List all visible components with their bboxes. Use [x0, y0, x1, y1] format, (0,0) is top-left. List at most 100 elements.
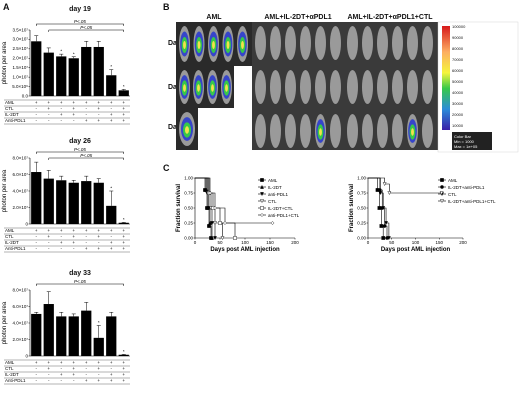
bar	[56, 316, 67, 356]
mouse-silhouette	[347, 26, 358, 60]
signal-blob	[226, 41, 230, 49]
x-tick-label: 200	[459, 240, 467, 245]
panel-b-letter: B	[163, 2, 170, 12]
bar-chart-title: day 19	[69, 6, 91, 13]
y-tick-label: 1.00	[357, 176, 366, 181]
bar	[81, 181, 92, 224]
condition-cell: +	[85, 378, 88, 383]
color-bar: 100000 90000 80000 70000 60000 50000 40000 3000…	[437, 21, 519, 153]
data-point	[208, 191, 212, 195]
x-tick-label: 50	[389, 240, 395, 245]
condition-cell: +	[47, 360, 50, 365]
condition-cell: +	[97, 106, 100, 111]
condition-cell: +	[72, 228, 75, 233]
condition-cell: -	[98, 240, 100, 245]
column-header-il2dt-apdl1-ctl: AML+IL-2DT+αPDL1+CTL	[347, 14, 433, 21]
mouse-silhouette	[255, 70, 266, 104]
signal-blob	[183, 41, 186, 49]
data-point	[210, 235, 214, 240]
bar	[43, 304, 54, 356]
condition-cell: -	[36, 106, 38, 111]
data-point	[218, 221, 222, 225]
panel-c-letter: C	[163, 163, 170, 173]
condition-cell: +	[122, 100, 125, 105]
data-point	[440, 178, 444, 182]
x-tick-label: 0	[194, 240, 197, 245]
data-point	[379, 224, 384, 228]
signal-blob	[197, 84, 200, 92]
significance-star: *	[110, 186, 112, 191]
condition-cell: +	[110, 378, 113, 383]
condition-cell: +	[72, 234, 75, 239]
column-header-aml: AML	[206, 14, 222, 21]
survival-curve	[368, 177, 442, 194]
data-point	[210, 221, 214, 226]
data-point	[213, 221, 217, 226]
condition-cell: +	[122, 234, 125, 239]
legend-label: IL-2DT	[268, 185, 282, 190]
legend-label: AML	[268, 178, 278, 183]
x-axis-label: Days post AML injection	[210, 247, 280, 253]
y-tick-label: 2.0×10⁷	[12, 56, 28, 61]
data-point	[260, 199, 264, 204]
signal-blob	[183, 84, 186, 92]
y-tick-label: 1.5×10⁷	[12, 65, 28, 70]
y-tick-label: 0	[25, 221, 28, 226]
y-tick-label: 0.00	[184, 236, 193, 241]
condition-cell: -	[48, 118, 50, 123]
condition-cell: +	[110, 228, 113, 233]
bar-chart-day: 0.0 5.0×10⁶ 1.0×10⁷ 1.5×10⁷ 2.0×10⁷ 2.5×10⁷ 3.…	[2, 19, 130, 125]
data-point	[387, 191, 392, 196]
condition-cell: +	[97, 378, 100, 383]
condition-cell: +	[60, 112, 63, 117]
data-point	[386, 236, 391, 241]
condition-label: Anti-PDL1	[5, 378, 26, 383]
bar	[93, 337, 104, 356]
condition-cell: +	[85, 246, 88, 251]
condition-cell: -	[48, 112, 50, 117]
condition-cell: +	[60, 228, 63, 233]
bar	[106, 316, 117, 356]
condition-cell: +	[47, 366, 50, 371]
sig-label: P<.05	[80, 153, 92, 158]
mouse-silhouette	[300, 114, 311, 148]
condition-cell: +	[122, 240, 125, 245]
condition-label: IL-2DT	[5, 372, 19, 377]
signal-blob	[212, 41, 215, 49]
bar	[93, 182, 104, 224]
legend-label: IL-2DT+anti-PDL1+CTL	[448, 199, 496, 204]
significance-star: *	[60, 49, 62, 54]
data-point	[213, 206, 217, 210]
mouse-silhouette	[330, 70, 341, 104]
condition-cell: -	[61, 378, 63, 383]
condition-cell: -	[61, 118, 63, 123]
data-point	[384, 221, 388, 226]
sig-label: P<.05	[80, 25, 92, 30]
bar-chart-title: day 33	[69, 270, 91, 277]
signal-blob	[411, 128, 414, 136]
mouse-silhouette	[315, 26, 326, 60]
bar	[118, 222, 129, 224]
mouse-silhouette	[347, 114, 358, 148]
condition-cell: +	[60, 360, 63, 365]
bar-chart-title: day 26	[69, 138, 91, 145]
condition-cell: -	[61, 234, 63, 239]
mouse-silhouette	[392, 26, 403, 60]
condition-cell: -	[73, 246, 75, 251]
bar	[81, 310, 92, 356]
condition-cell: +	[85, 100, 88, 105]
condition-cell: +	[47, 234, 50, 239]
condition-cell: +	[122, 246, 125, 251]
y-tick-label: 2.5×10⁷	[12, 46, 28, 51]
mouse-silhouette	[285, 70, 296, 104]
condition-cell: -	[36, 234, 38, 239]
mouse-silhouette	[300, 70, 311, 104]
condition-label: Anti-PDL1	[5, 118, 26, 123]
bar-chart-day: 0 2.0×10⁷ 4.0×10⁷ 6.0×10⁷ 8.0×10⁷ photon per …	[2, 147, 130, 253]
condition-cell: +	[72, 240, 75, 245]
y-axis-label: Fraction survival	[176, 184, 182, 232]
condition-cell: -	[111, 106, 113, 111]
condition-cell: +	[122, 118, 125, 123]
